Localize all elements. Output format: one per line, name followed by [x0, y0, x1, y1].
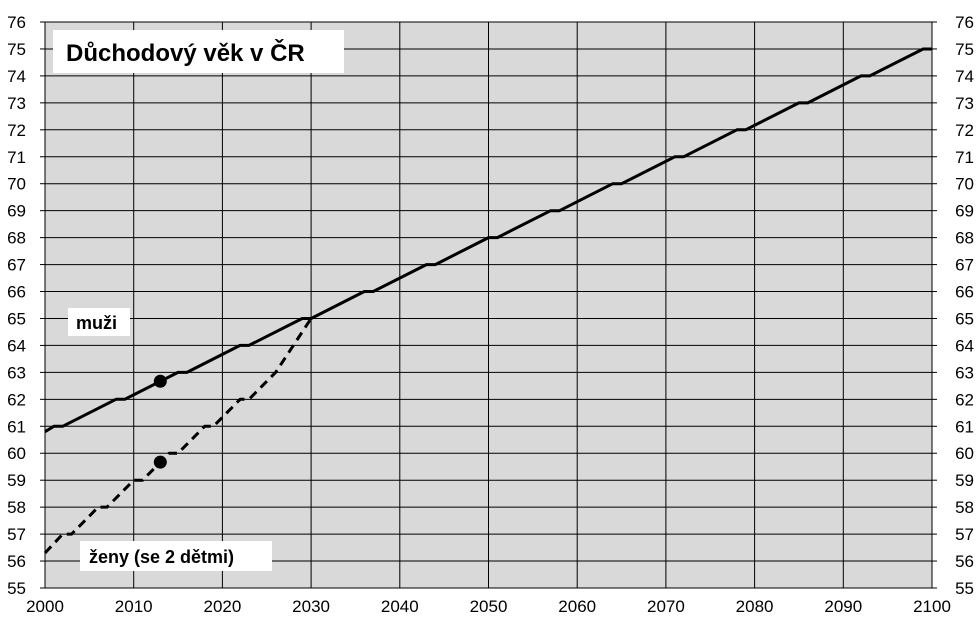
y-tick-label-right: 62: [955, 390, 974, 409]
marker-women: [153, 455, 167, 469]
y-tick-label-left: 57: [7, 525, 26, 544]
y-tick-label-left: 66: [7, 283, 26, 302]
x-tick-label: 2040: [381, 597, 419, 616]
y-tick-label-right: 72: [955, 121, 974, 140]
y-tick-label-left: 64: [7, 336, 26, 355]
y-tick-label-left: 55: [7, 579, 26, 598]
x-tick-label: 2050: [470, 597, 508, 616]
y-tick-label-left: 70: [7, 175, 26, 194]
y-tick-label-right: 75: [955, 40, 974, 59]
legend-women-label: ženy (se 2 dětmi): [89, 547, 234, 567]
y-tick-label-right: 60: [955, 444, 974, 463]
x-tick-label: 2060: [558, 597, 596, 616]
y-tick-label-left: 71: [7, 148, 26, 167]
legend-men-box: muži: [68, 308, 130, 336]
y-tick-label-right: 74: [955, 67, 974, 86]
y-tick-label-right: 58: [955, 498, 974, 517]
y-tick-label-left: 59: [7, 471, 26, 490]
y-tick-label-left: 73: [7, 94, 26, 113]
x-tick-label: 2080: [736, 597, 774, 616]
marker-men: [153, 374, 167, 388]
x-tick-label: 2010: [115, 597, 153, 616]
y-tick-label-right: 65: [955, 309, 974, 328]
y-tick-label-left: 62: [7, 390, 26, 409]
y-tick-label-right: 59: [955, 471, 974, 490]
y-tick-label-right: 57: [955, 525, 974, 544]
y-tick-label-left: 68: [7, 229, 26, 248]
y-tick-label-left: 58: [7, 498, 26, 517]
series-line-men: [44, 47, 932, 433]
y-tick-label-right: 76: [955, 13, 974, 32]
tick-labels: 2000 2010 2020 2030 2040 2050 2060 2070 2080 2090…: [7, 13, 974, 616]
y-tick-label-right: 71: [955, 148, 974, 167]
y-tick-label-left: 60: [7, 444, 26, 463]
y-tick-label-right: 56: [955, 552, 974, 571]
y-tick-label-left: 67: [7, 256, 26, 275]
y-tick-label-left: 69: [7, 202, 26, 221]
y-tick-label-right: 61: [955, 417, 974, 436]
y-tick-label-right: 68: [955, 229, 974, 248]
x-tick-label: 2100: [913, 597, 951, 616]
y-tick-label-right: 64: [955, 336, 974, 355]
x-tick-label: 2070: [647, 597, 685, 616]
y-tick-label-left: 74: [7, 67, 26, 86]
y-tick-label-right: 66: [955, 283, 974, 302]
y-tick-label-left: 72: [7, 121, 26, 140]
y-tick-label-right: 67: [955, 256, 974, 275]
series-group: [43, 47, 932, 555]
legend-women-box: ženy (se 2 dětmi): [80, 541, 272, 571]
x-tick-label: 2030: [292, 597, 330, 616]
y-tick-label-right: 55: [955, 579, 974, 598]
legend-men-label: muži: [76, 313, 117, 333]
y-tick-label-right: 73: [955, 94, 974, 113]
y-tick-label-left: 63: [7, 363, 26, 382]
y-tick-label-left: 76: [7, 13, 26, 32]
y-tick-label-left: 75: [7, 40, 26, 59]
x-tick-label: 2090: [824, 597, 862, 616]
x-tick-label: 2000: [26, 597, 64, 616]
chart-title-box: Důchodový věk v ČR: [53, 30, 344, 73]
y-tick-label-right: 63: [955, 363, 974, 382]
y-tick-label-right: 70: [955, 175, 974, 194]
x-tick-label: 2020: [203, 597, 241, 616]
y-tick-label-left: 65: [7, 309, 26, 328]
chart-title: Důchodový věk v ČR: [66, 39, 305, 67]
y-tick-label-left: 61: [7, 417, 26, 436]
series-line-women: [43, 317, 313, 555]
y-tick-label-left: 56: [7, 552, 26, 571]
y-tick-label-right: 69: [955, 202, 974, 221]
